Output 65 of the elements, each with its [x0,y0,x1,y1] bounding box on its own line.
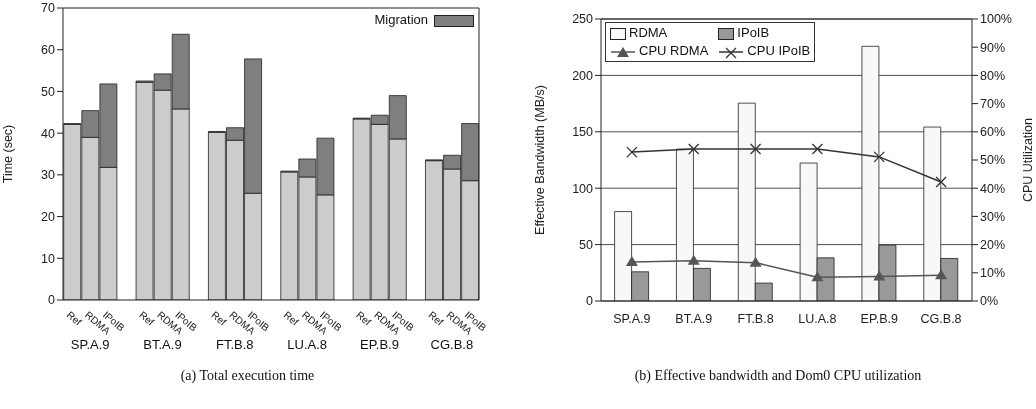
x-tick-label: Ref [281,309,301,328]
x-tick-label: FT.B.8 [737,312,774,326]
y-tick-label: 20 [41,210,56,225]
point [811,271,824,282]
x-tick-label: Ref [64,309,84,328]
y-tick-label: 250 [572,12,594,27]
y-tick-label: 50 [579,238,594,253]
y-tick-label: 200 [572,68,594,83]
point [873,151,885,163]
point [626,146,638,158]
x-tick-label: Ref [426,309,446,328]
y2-tick-label: 100% [980,12,1012,27]
text: EP.B.9 [360,337,399,352]
y-tick-label: 10 [41,251,56,266]
y2-tick-label: 90% [980,40,1006,55]
y-tick-label: 150 [572,125,594,140]
y-axis-title: Time (sec) [1,124,16,184]
y-tick-label: 40 [41,126,56,141]
y-tick-label: 100 [572,181,594,196]
text: (b) Effective bandwidth and Dom0 CPU utilization [633,368,923,384]
text: LU.A.8 [287,337,328,352]
x-tick-label: Ref [354,309,374,328]
x-tick-label: Ref [137,309,157,328]
legend-label: IPoIB [737,25,770,40]
point [625,256,638,267]
point [688,143,700,155]
point [811,143,824,155]
y-tick-label: 0 [586,294,594,309]
point [687,254,700,265]
point [935,269,948,280]
y-tick-label: 60 [41,43,56,58]
point [935,176,947,188]
legend-label: Migration [374,12,428,27]
y2-tick-label: 80% [980,68,1006,83]
point [749,256,762,267]
point [873,270,886,281]
y-tick-label: 0 [48,293,56,308]
y2-axis-title: CPU Utilization [1021,117,1036,203]
y-tick-label: 70 [41,1,56,16]
x-tick-label: Ref [209,309,229,328]
text: FT.B.8 [216,337,254,352]
point [749,143,762,155]
x-tick-label: EP.B.9 [860,312,898,326]
y-tick-label: 50 [41,84,56,99]
y2-tick-label: 40% [980,181,1006,196]
text: BT.A.9 [143,337,182,352]
legend-label: RDMA [629,25,668,40]
x-tick-label: SP.A.9 [613,312,651,326]
x-tick-label: CG.B.8 [920,312,962,326]
text: (a) Total execution time [179,368,316,384]
y2-tick-label: 10% [980,266,1006,281]
x-tick-label: BT.A.9 [675,312,713,326]
y2-tick-label: 0% [980,294,999,309]
y2-tick-label: 30% [980,209,1006,224]
y-axis-title: Effective Bandwidth (MB/s) [533,85,548,235]
y2-tick-label: 60% [980,125,1006,140]
legend-label: CPU IPoIB [747,43,811,58]
y2-tick-label: 70% [980,97,1006,112]
y2-tick-label: 20% [980,238,1006,253]
x-tick-label: LU.A.8 [798,312,837,326]
legend-label: CPU RDMA [639,43,709,58]
text: SP.A.9 [70,337,110,352]
y-tick-label: 30 [41,168,56,183]
text: CG.B.8 [430,337,474,352]
y2-tick-label: 50% [980,153,1006,168]
